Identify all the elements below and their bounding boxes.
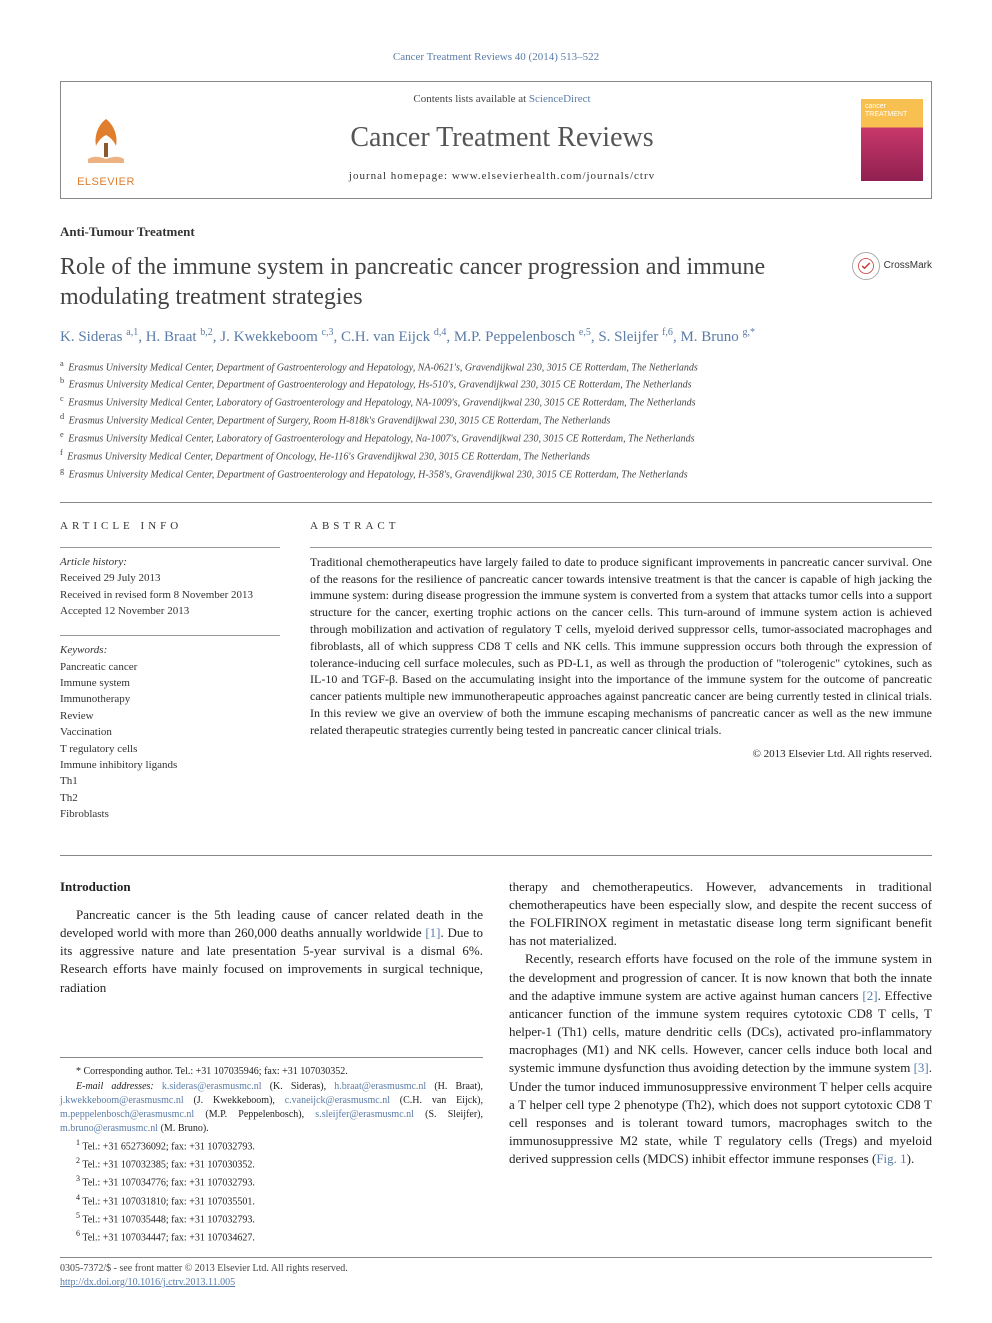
info-abstract-row: ARTICLE INFO Article history: Received 2… [60,519,932,838]
keyword: Review [60,709,280,724]
keyword: Immunotherapy [60,692,280,707]
body-col-right: therapy and chemotherapeutics. However, … [509,878,932,1247]
affiliations: a Erasmus University Medical Center, Dep… [60,358,932,483]
abstract-text: Traditional chemotherapeutics have large… [310,547,932,739]
article-info-column: ARTICLE INFO Article history: Received 2… [60,519,280,838]
tel-line: 6 Tel.: +31 107034447; fax: +31 10703462… [60,1228,483,1245]
affiliation-line: c Erasmus University Medical Center, Lab… [60,393,932,411]
email-who: (J. Kwekkeboom), [184,1095,285,1106]
page-container: Cancer Treatment Reviews 40 (2014) 513–5… [0,0,992,1320]
affiliation-line: f Erasmus University Medical Center, Dep… [60,447,932,465]
doi-link[interactable]: http://dx.doi.org/10.1016/j.ctrv.2013.11… [60,1277,235,1288]
contents-available: Contents lists available at ScienceDirec… [161,92,843,107]
email-who: (C.H. van Eijck), [390,1095,483,1106]
elsevier-tree-icon [76,111,136,171]
email-link[interactable]: j.kwekkeboom@erasmusmc.nl [60,1095,184,1106]
top-citation: Cancer Treatment Reviews 40 (2014) 513–5… [60,50,932,65]
body-col-left: Introduction Pancreatic cancer is the 5t… [60,878,483,1247]
fig-1-link[interactable]: Fig. 1 [876,1151,906,1166]
history-title: Article history: [60,555,280,570]
tel-line: 4 Tel.: +31 107031810; fax: +31 10703550… [60,1192,483,1209]
tel-line: 1 Tel.: +31 652736092; fax: +31 10703279… [60,1137,483,1154]
journal-title: Cancer Treatment Reviews [161,118,843,157]
keyword: Th2 [60,791,280,806]
article-history: Article history: Received 29 July 2013 Re… [60,547,280,620]
col2-p2: Recently, research efforts have focused … [509,950,932,1168]
email-link[interactable]: k.sideras@erasmusmc.nl [162,1081,262,1092]
keyword: Vaccination [60,725,280,740]
email-who: (M. Bruno). [158,1123,209,1134]
email-link[interactable]: c.vaneijck@erasmusmc.nl [285,1095,390,1106]
history-line: Accepted 12 November 2013 [60,604,280,619]
publisher-name: ELSEVIER [77,175,135,190]
affiliation-line: a Erasmus University Medical Center, Dep… [60,358,932,376]
authors-list: K. Sideras a,1, H. Braat b,2, J. Kwekkeb… [60,326,932,348]
header-center: Contents lists available at ScienceDirec… [151,82,853,198]
intro-paragraph: Pancreatic cancer is the 5th leading cau… [60,906,483,997]
tel-line: 5 Tel.: +31 107035448; fax: +31 10703279… [60,1210,483,1227]
publisher-logo[interactable]: ELSEVIER [61,82,151,198]
article-title: Role of the immune system in pancreatic … [60,252,852,312]
tel-line: 2 Tel.: +31 107032385; fax: +31 10703035… [60,1155,483,1172]
section-label: Anti-Tumour Treatment [60,223,932,241]
corresponding-author: * Corresponding author. Tel.: +31 107035… [60,1065,483,1079]
cover-thumbnail [861,99,923,181]
history-line: Received 29 July 2013 [60,571,280,586]
tel-line: 3 Tel.: +31 107034776; fax: +31 10703279… [60,1173,483,1190]
divider [60,855,932,856]
intro-text-pre: Pancreatic cancer is the 5th leading cau… [60,907,483,940]
divider [60,502,932,503]
ref-3-link[interactable]: [3] [914,1060,929,1075]
intro-heading: Introduction [60,878,483,896]
email-addresses: E-mail addresses: k.sideras@erasmusmc.nl… [60,1080,483,1136]
journal-cover [853,82,931,198]
email-link[interactable]: s.sleijfer@erasmusmc.nl [315,1109,414,1120]
bottom-bar: 0305-7372/$ - see front matter © 2013 El… [60,1257,932,1290]
journal-header: ELSEVIER Contents lists available at Sci… [60,81,932,199]
crossmark-label: CrossMark [884,259,932,273]
sciencedirect-link[interactable]: ScienceDirect [529,93,591,105]
keyword: Fibroblasts [60,807,280,822]
abstract-header: ABSTRACT [310,519,932,534]
history-line: Received in revised form 8 November 2013 [60,588,280,603]
homepage-pre: journal homepage: [349,170,452,182]
homepage-url[interactable]: www.elsevierhealth.com/journals/ctrv [452,170,655,182]
abstract-copyright: © 2013 Elsevier Ltd. All rights reserved… [310,747,932,762]
title-row: Role of the immune system in pancreatic … [60,252,932,326]
front-matter-line: 0305-7372/$ - see front matter © 2013 El… [60,1262,932,1276]
keyword: T regulatory cells [60,742,280,757]
affiliation-line: b Erasmus University Medical Center, Dep… [60,375,932,393]
emails-label: E-mail addresses: [76,1081,162,1092]
email-link[interactable]: m.peppelenbosch@erasmusmc.nl [60,1109,194,1120]
email-link[interactable]: h.braat@erasmusmc.nl [334,1081,426,1092]
col2-p1: therapy and chemotherapeutics. However, … [509,878,932,951]
email-who: (M.P. Peppelenbosch), [194,1109,315,1120]
ref-1-link[interactable]: [1] [425,925,440,940]
keywords-title: Keywords: [60,643,280,658]
keywords-block: Keywords: Pancreatic cancerImmune system… [60,635,280,822]
email-who: (K. Sideras), [262,1081,335,1092]
crossmark-badge[interactable]: CrossMark [852,252,932,280]
abstract-column: ABSTRACT Traditional chemotherapeutics h… [310,519,932,838]
crossmark-icon [852,252,880,280]
keyword: Immune inhibitory ligands [60,758,280,773]
affiliation-line: e Erasmus University Medical Center, Lab… [60,429,932,447]
col2-p2-end: ). [907,1151,915,1166]
col2-p2-post: . Under the tumor induced immunosuppress… [509,1060,932,1166]
contents-pre: Contents lists available at [413,93,528,105]
affiliation-line: g Erasmus University Medical Center, Dep… [60,465,932,483]
body-columns: Introduction Pancreatic cancer is the 5t… [60,878,932,1247]
info-header: ARTICLE INFO [60,519,280,534]
affiliation-line: d Erasmus University Medical Center, Dep… [60,411,932,429]
email-who: (H. Braat), [426,1081,483,1092]
journal-homepage: journal homepage: www.elsevierhealth.com… [161,169,843,184]
email-link[interactable]: m.bruno@erasmusmc.nl [60,1123,158,1134]
keyword: Th1 [60,774,280,789]
keyword: Pancreatic cancer [60,660,280,675]
keyword: Immune system [60,676,280,691]
ref-2-link[interactable]: [2] [862,988,877,1003]
footnotes: * Corresponding author. Tel.: +31 107035… [60,1057,483,1246]
email-who: (S. Sleijfer), [414,1109,483,1120]
